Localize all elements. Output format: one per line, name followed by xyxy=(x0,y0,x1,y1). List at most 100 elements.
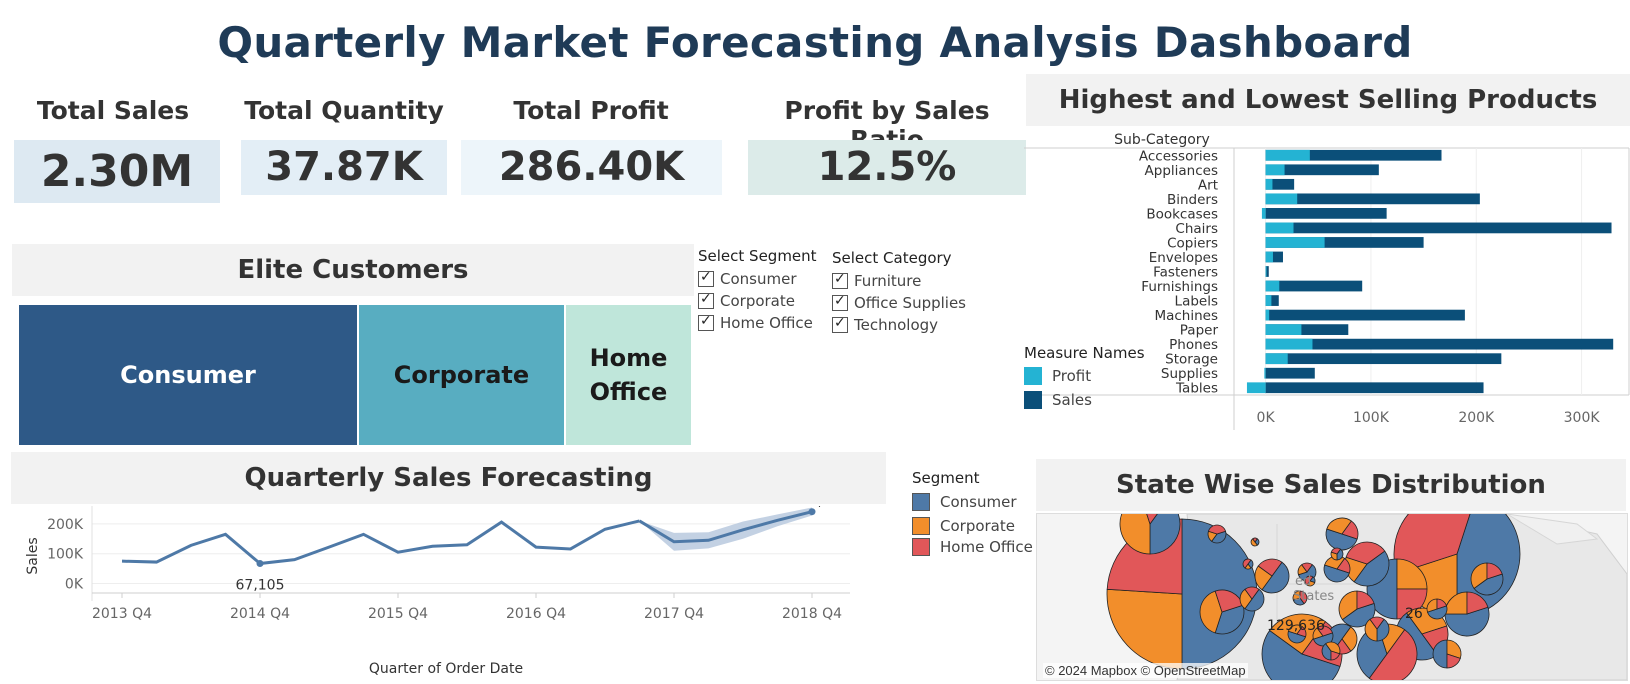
profit-bar xyxy=(1265,149,1310,161)
pie-slice xyxy=(1444,606,1490,637)
sales-bar xyxy=(1265,338,1614,350)
profit-bar xyxy=(1246,382,1266,394)
sales-bar xyxy=(1265,266,1269,277)
pie-slice xyxy=(1299,590,1308,605)
pie-slice xyxy=(1436,598,1448,610)
category-label: Storage xyxy=(1165,352,1218,368)
category-label: Envelopes xyxy=(1149,250,1218,266)
forecast-band xyxy=(639,507,812,551)
category-option-label: Office Supplies xyxy=(854,294,967,312)
x-tick-label: 2014 Q4 xyxy=(230,606,290,622)
pie-slice xyxy=(1336,557,1351,574)
checkbox-icon[interactable] xyxy=(832,293,848,311)
y-tick-label: 0K xyxy=(65,577,84,593)
segment-legend-home-office[interactable]: Home Office xyxy=(912,538,1033,556)
map-attribution[interactable]: © 2024 Mapbox © OpenStreetMap xyxy=(1043,663,1248,678)
state-pie-map: ed States 129,636 26 xyxy=(1106,514,1627,680)
segment-legend-title: Segment xyxy=(912,469,980,487)
x-tick-label: 100K xyxy=(1353,410,1390,426)
pie-slice xyxy=(1242,558,1252,569)
x-tick-label: 2018 Q4 xyxy=(782,606,842,622)
legend-label: Sales xyxy=(1052,391,1092,409)
category-option-technology[interactable]: Technology xyxy=(832,314,966,336)
pie-slice xyxy=(1119,514,1151,555)
corporate-swatch-icon xyxy=(912,517,930,535)
profit-bar xyxy=(1265,338,1313,350)
pie-slice xyxy=(1106,588,1183,670)
category-label: Paper xyxy=(1180,323,1219,339)
sales-bar xyxy=(1265,353,1502,365)
segment-option-label: Home Office xyxy=(720,314,813,332)
pie-slice xyxy=(1376,618,1390,642)
category-label: Phones xyxy=(1169,337,1218,353)
sales-bar xyxy=(1265,237,1424,248)
segment-option-corporate[interactable]: Corporate xyxy=(698,290,817,312)
treemap-home-office-line1: Home xyxy=(589,344,668,372)
category-option-furniture[interactable]: Furniture xyxy=(832,270,966,292)
treemap-home-office[interactable]: Home Office xyxy=(566,305,691,445)
category-option-office-supplies[interactable]: Office Supplies xyxy=(832,292,966,314)
profit-bar xyxy=(1264,367,1266,379)
pie-slice xyxy=(1396,558,1428,590)
segment-option-label: Corporate xyxy=(720,292,795,310)
segment-option-label: Consumer xyxy=(720,270,797,288)
profit-bar xyxy=(1265,193,1298,205)
kpi-profit-ratio-value: 12.5% xyxy=(748,140,1026,195)
category-option-label: Technology xyxy=(854,316,939,334)
legend-item-profit[interactable]: Profit xyxy=(1024,364,1145,388)
category-label: Art xyxy=(1198,177,1218,193)
kpi-total-quantity-value: 37.87K xyxy=(241,140,447,195)
x-tick-label: 2013 Q4 xyxy=(92,606,152,622)
forecast-line-chart: Sales 0K 100K 200K 2013 Q4 2014 Q4 2015 Q4 2016… xyxy=(25,506,850,677)
category-label: Accessories xyxy=(1139,148,1218,164)
pie-slice xyxy=(1199,590,1223,634)
profit-bar xyxy=(1265,280,1280,292)
segment-option-home-office[interactable]: Home Office xyxy=(698,312,817,334)
sales-bar xyxy=(1265,178,1295,190)
pie-slice xyxy=(1470,562,1488,589)
sales-swatch-icon xyxy=(1024,391,1042,409)
sales-bar xyxy=(1265,295,1279,306)
profit-bar xyxy=(1265,237,1325,248)
map-label-states: States xyxy=(1293,589,1334,604)
map-label-united: ed xyxy=(1295,574,1311,589)
pie-slice xyxy=(1296,626,1307,638)
checkbox-icon[interactable] xyxy=(698,291,714,309)
pie-slice xyxy=(1368,629,1418,680)
segment-legend-consumer[interactable]: Consumer xyxy=(912,490,1033,514)
treemap-consumer[interactable]: Consumer xyxy=(19,305,357,445)
state-map[interactable]: ed States 129,636 26 © 2024 Mapbox © Ope… xyxy=(1036,513,1628,681)
checkbox-icon[interactable] xyxy=(832,315,848,333)
segment-option-consumer[interactable]: Consumer xyxy=(698,268,817,290)
sales-bar xyxy=(1265,324,1349,335)
pie-slice xyxy=(1326,517,1352,535)
measure-names-legend-title: Measure Names xyxy=(1024,344,1145,362)
profit-bar xyxy=(1265,266,1267,277)
category-filter: Select Category Furniture Office Supplie… xyxy=(832,249,966,336)
pie-slice xyxy=(1338,590,1358,621)
checkbox-icon[interactable] xyxy=(698,313,714,331)
pie-slice xyxy=(1446,639,1462,659)
pie-slice xyxy=(1261,561,1290,594)
category-label: Bookcases xyxy=(1146,206,1218,222)
x-tick-label: 2016 Q4 xyxy=(506,606,566,622)
forecast-title: Quarterly Sales Forecasting xyxy=(11,452,886,504)
treemap-corporate[interactable]: Corporate xyxy=(359,305,564,445)
profit-bar xyxy=(1265,353,1288,365)
pie-slice xyxy=(1321,643,1332,661)
pie-slice xyxy=(1304,575,1314,586)
profit-bar xyxy=(1265,324,1302,335)
pie-slice xyxy=(1257,558,1283,577)
legend-item-sales[interactable]: Sales xyxy=(1024,388,1145,412)
checkbox-icon[interactable] xyxy=(698,269,714,287)
sales-line xyxy=(121,519,640,566)
profit-bar xyxy=(1265,164,1285,176)
category-label: Furnishings xyxy=(1141,279,1218,295)
sales-bar xyxy=(1265,149,1442,161)
elite-customers-title: Elite Customers xyxy=(12,244,694,296)
sales-bar xyxy=(1265,164,1379,176)
profit-swatch-icon xyxy=(1024,367,1042,385)
category-filter-title: Select Category xyxy=(832,249,952,267)
checkbox-icon[interactable] xyxy=(832,271,848,289)
segment-legend-corporate[interactable]: Corporate xyxy=(912,514,1033,538)
